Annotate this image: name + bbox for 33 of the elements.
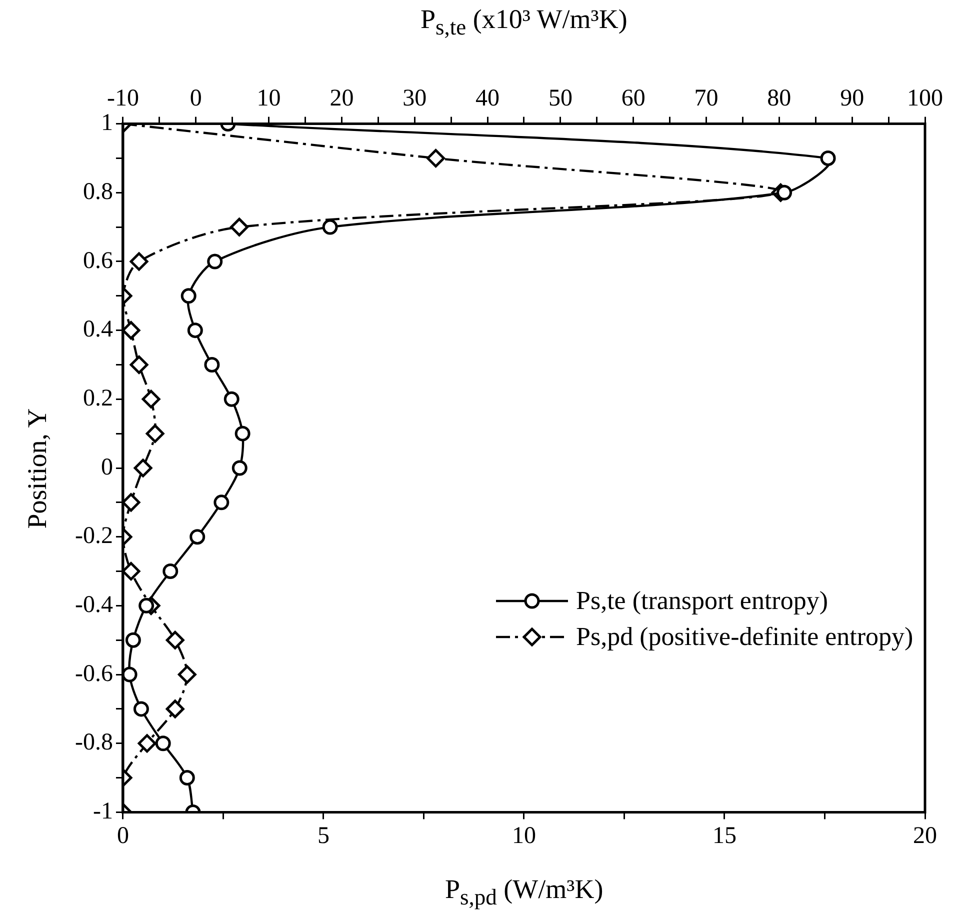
y-tick-label: -0.2 bbox=[74, 523, 113, 550]
legend-label: Ps,te (transport entropy) bbox=[576, 586, 828, 616]
x2-tick-label: 50 bbox=[548, 86, 572, 112]
x-tick-label: 15 bbox=[712, 822, 736, 849]
legend-label: Ps,pd (positive-definite entropy) bbox=[576, 622, 914, 652]
x2-tick-label: 10 bbox=[256, 86, 281, 112]
y-tick-label: -1 bbox=[92, 798, 113, 824]
x-tick-label: 10 bbox=[512, 822, 536, 849]
x2-axis-title: P$_{s,te}$ (x10³ W/m³K) bbox=[420, 4, 628, 40]
x2-tick-label: 60 bbox=[621, 86, 646, 112]
y-axis-title: Position, Y bbox=[22, 408, 53, 528]
x2-tick-label: 30 bbox=[402, 86, 427, 112]
y-tick-label: 0.4 bbox=[82, 316, 113, 343]
x-tick-label: 5 bbox=[317, 822, 330, 849]
x2-tick-label: 20 bbox=[330, 86, 354, 112]
x2-tick-label: 100 bbox=[907, 86, 943, 112]
x2-tick-label: 90 bbox=[840, 86, 864, 112]
x2-tick-label: 80 bbox=[767, 86, 792, 112]
y-tick-label: 0.8 bbox=[82, 178, 113, 205]
y-tick-label: -0.4 bbox=[74, 592, 113, 618]
y-tick-label: -0.6 bbox=[74, 660, 113, 687]
x2-tick-label: -10 bbox=[106, 86, 139, 112]
y-tick-label: 0.2 bbox=[82, 385, 113, 412]
y-tick-label: 1 bbox=[100, 110, 113, 136]
x2-tick-label: 0 bbox=[190, 86, 202, 112]
x-tick-label: 20 bbox=[913, 822, 937, 849]
x-tick-label: 0 bbox=[116, 822, 129, 849]
y-tick-label: 0.6 bbox=[82, 248, 113, 274]
y-tick-label: -0.8 bbox=[74, 730, 113, 756]
x-axis-title: P$_{s,pd}$ (W/m³K) bbox=[444, 874, 604, 911]
x2-tick-label: 70 bbox=[694, 86, 718, 112]
y-tick-label: 0 bbox=[100, 454, 113, 480]
x2-tick-label: 40 bbox=[476, 86, 500, 112]
